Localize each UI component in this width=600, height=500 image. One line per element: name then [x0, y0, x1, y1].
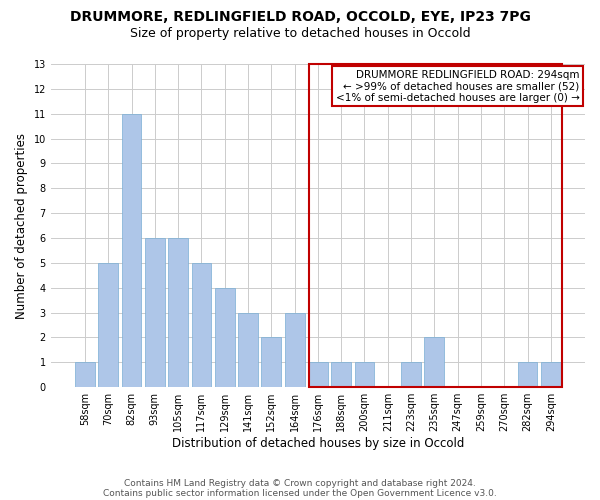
Text: Contains public sector information licensed under the Open Government Licence v3: Contains public sector information licen…: [103, 488, 497, 498]
Bar: [168, 238, 188, 387]
Bar: [308, 362, 328, 387]
Bar: [541, 362, 561, 387]
Text: Contains HM Land Registry data © Crown copyright and database right 2024.: Contains HM Land Registry data © Crown c…: [124, 478, 476, 488]
Bar: [401, 362, 421, 387]
Bar: [75, 362, 95, 387]
Bar: [215, 288, 235, 387]
Bar: [145, 238, 165, 387]
Bar: [262, 338, 281, 387]
Bar: [191, 263, 211, 387]
Bar: [331, 362, 351, 387]
Text: Size of property relative to detached houses in Occold: Size of property relative to detached ho…: [130, 28, 470, 40]
X-axis label: Distribution of detached houses by size in Occold: Distribution of detached houses by size …: [172, 437, 464, 450]
Bar: [98, 263, 118, 387]
Bar: [355, 362, 374, 387]
Bar: [518, 362, 538, 387]
Bar: [122, 114, 142, 387]
Text: DRUMMORE, REDLINGFIELD ROAD, OCCOLD, EYE, IP23 7PG: DRUMMORE, REDLINGFIELD ROAD, OCCOLD, EYE…: [70, 10, 530, 24]
Bar: [238, 312, 258, 387]
Bar: [424, 338, 444, 387]
Y-axis label: Number of detached properties: Number of detached properties: [15, 132, 28, 318]
Bar: [285, 312, 305, 387]
Text: DRUMMORE REDLINGFIELD ROAD: 294sqm
← >99% of detached houses are smaller (52)
<1: DRUMMORE REDLINGFIELD ROAD: 294sqm ← >99…: [335, 70, 580, 103]
